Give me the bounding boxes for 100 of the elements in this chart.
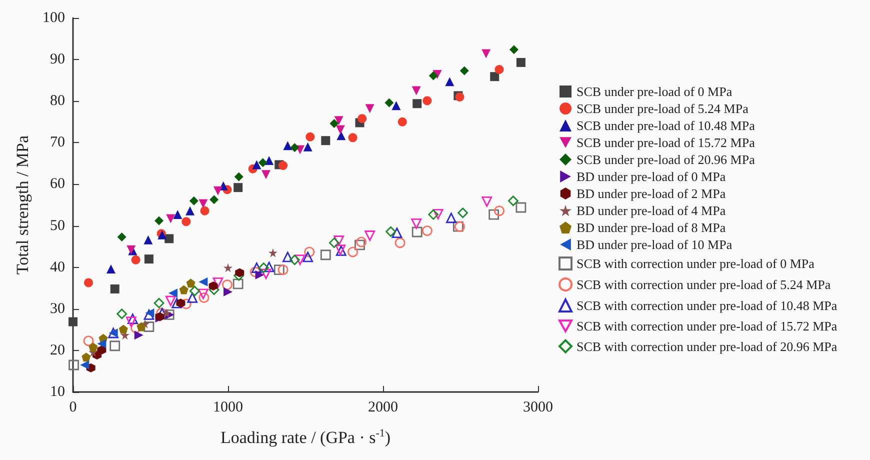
point [306,132,315,142]
point [252,160,262,170]
point [482,49,491,58]
y-tick-label: 90 [50,52,65,68]
point [164,234,174,244]
legend-label: SCB with correction under pre-load of 15.72 MPa [576,318,838,334]
point [173,210,182,220]
point [186,206,195,216]
y-axis-title: Total strength / MPa [13,135,32,275]
point [68,360,79,370]
point [179,285,188,294]
point [222,280,232,290]
point [283,141,292,150]
point [303,142,312,152]
point [334,116,344,126]
x-tick-label: 1000 [213,400,243,416]
point [168,288,178,298]
point [302,252,314,262]
point [260,268,272,280]
point [80,360,90,370]
point [82,352,91,362]
point [261,170,270,180]
point [282,252,293,262]
point [509,45,518,54]
point [232,278,244,290]
legend-label: SCB with correction under pre-load of 5.24 MPa [576,277,831,292]
legend-label: BD under pre-load of 4 MPa [576,203,726,218]
point [210,195,219,204]
point [134,330,144,340]
y-tick-label: 70 [50,134,65,151]
legend-label: SCB under pre-load of 10.48 MPa [576,118,756,133]
point [412,86,421,96]
point [88,342,98,352]
point [328,238,340,248]
point [394,238,406,248]
point [198,292,210,303]
point [432,208,444,220]
point [83,336,94,346]
point [208,282,218,291]
x-tick-label: 0 [69,400,77,416]
point [290,143,300,152]
point [304,246,315,258]
point [144,235,153,244]
point [516,58,526,67]
point [97,346,106,355]
point [68,317,78,326]
point [154,216,164,226]
y-tick-label: 30 [50,300,65,317]
point [458,208,468,218]
legend-label: BD under pre-load of 10 MPa [576,237,732,252]
point [172,298,182,308]
legend-label: BD under pre-load of 2 MPa [576,186,726,201]
y-tick-label: 50 [50,218,65,234]
legend-label: SCB under pre-load of 20.96 MPa [576,152,756,167]
point [278,264,288,276]
point [386,226,396,237]
point [127,314,138,324]
point [84,278,93,288]
point [428,209,439,220]
point [294,254,306,266]
point [268,248,278,258]
point [516,202,526,213]
point [224,287,232,296]
point [422,96,432,106]
point [354,240,365,250]
point [422,226,432,236]
point [412,226,422,238]
point [411,218,422,229]
point [330,119,339,128]
point [264,262,274,272]
point [198,199,208,208]
point [136,322,146,332]
legend-label: SCB under pre-load of 5.24 MPa [576,101,749,116]
point [187,292,198,303]
point [118,324,128,334]
point [212,278,224,288]
point [460,66,469,76]
point [250,266,260,278]
point [494,206,504,216]
legend-label: BD under pre-load of 0 MPa [576,169,726,184]
point [162,308,172,318]
point [213,186,222,196]
point [198,277,208,286]
y-tick-label: 60 [50,176,65,192]
legend-label: SCB with correction under pre-load of 10.48 MPa [576,298,838,313]
point [144,254,154,264]
legend-label: SCB under pre-load of 0 MPa [576,84,732,99]
point [445,77,454,86]
point [320,250,331,260]
point [494,65,504,74]
point [336,131,346,140]
y-tick-label: 100 [42,10,65,26]
point [200,206,210,216]
point [131,255,140,264]
point [321,136,330,146]
point [264,156,274,166]
point [358,114,367,124]
point [488,209,500,220]
y-tick-label: 10 [50,384,65,400]
point [348,246,358,258]
